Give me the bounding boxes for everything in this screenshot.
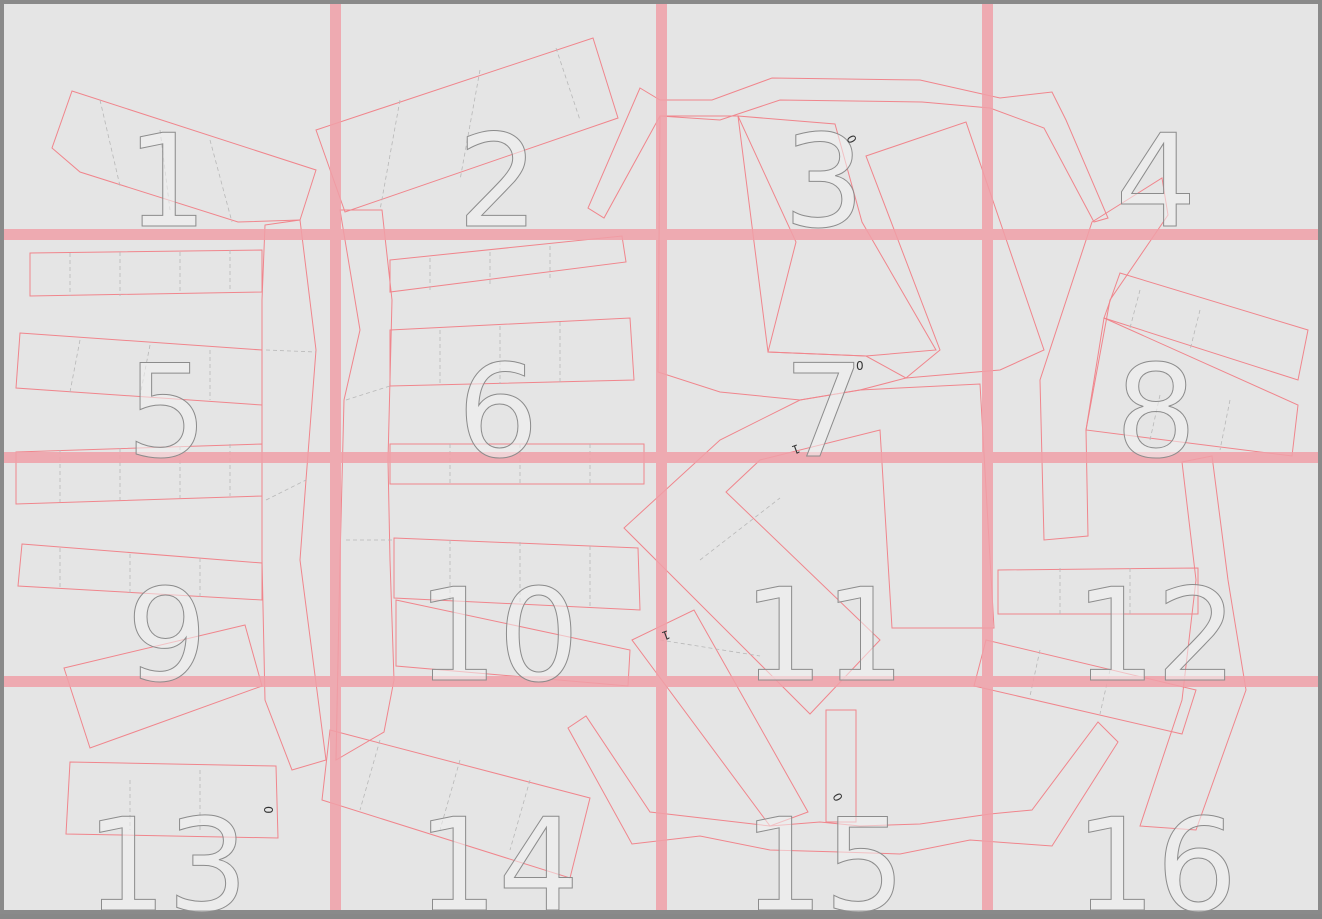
page-number-6: 6 bbox=[457, 338, 538, 487]
grid-hline-2 bbox=[4, 452, 1318, 463]
pattern-piece-strip-14 bbox=[997, 567, 1199, 615]
pattern-piece-strip-12 bbox=[1103, 272, 1309, 381]
page-number-7: 7 bbox=[783, 338, 864, 487]
pattern-piece-hem bbox=[567, 715, 1119, 855]
page-number-3: 3 bbox=[783, 108, 864, 257]
page-number-12: 12 bbox=[1075, 562, 1238, 711]
pattern-piece-panel-center bbox=[737, 115, 937, 357]
page-number-11: 11 bbox=[743, 562, 906, 711]
page-number-13: 13 bbox=[86, 792, 249, 914]
mark-4: 1 bbox=[660, 627, 672, 643]
pattern-piece-strip-11 bbox=[321, 729, 591, 879]
grid-hline-3 bbox=[4, 676, 1318, 687]
pattern-piece-strip-9 bbox=[393, 537, 641, 611]
pattern-piece-strip-7 bbox=[389, 317, 635, 387]
pattern-piece-rect bbox=[65, 761, 279, 839]
mark-5: 0 bbox=[261, 806, 275, 814]
grid-hline-1 bbox=[4, 229, 1318, 240]
pattern-piece-large bbox=[623, 383, 995, 715]
pattern-piece-strip-8 bbox=[389, 443, 645, 485]
page-number-4: 4 bbox=[1115, 108, 1196, 257]
page-number-8: 8 bbox=[1115, 338, 1196, 487]
page-number-10: 10 bbox=[417, 562, 580, 711]
page-number-5: 5 bbox=[126, 338, 207, 487]
page-grid bbox=[4, 4, 1318, 910]
pattern-piece-panel-right bbox=[865, 121, 1045, 379]
pattern-piece-strip-15 bbox=[973, 639, 1197, 735]
pattern-piece-diag-strip bbox=[631, 609, 809, 827]
pattern-piece-strip-6 bbox=[389, 235, 627, 293]
mark-2: 0 bbox=[856, 359, 864, 373]
pattern-piece-1 bbox=[51, 90, 317, 223]
page-number-1: 1 bbox=[126, 108, 207, 257]
page-number-2: 2 bbox=[457, 108, 538, 257]
pattern-piece-side-band bbox=[261, 219, 327, 771]
pattern-piece-strip-4 bbox=[17, 543, 263, 601]
page-number-9: 9 bbox=[126, 562, 207, 711]
page-number-14: 14 bbox=[417, 792, 580, 914]
page-number-15: 15 bbox=[743, 792, 906, 914]
mark-3: 1 bbox=[790, 441, 802, 457]
pattern-piece-tab bbox=[825, 709, 857, 823]
page-number-16: 16 bbox=[1075, 792, 1238, 914]
pattern-piece-right-long bbox=[1139, 455, 1247, 831]
